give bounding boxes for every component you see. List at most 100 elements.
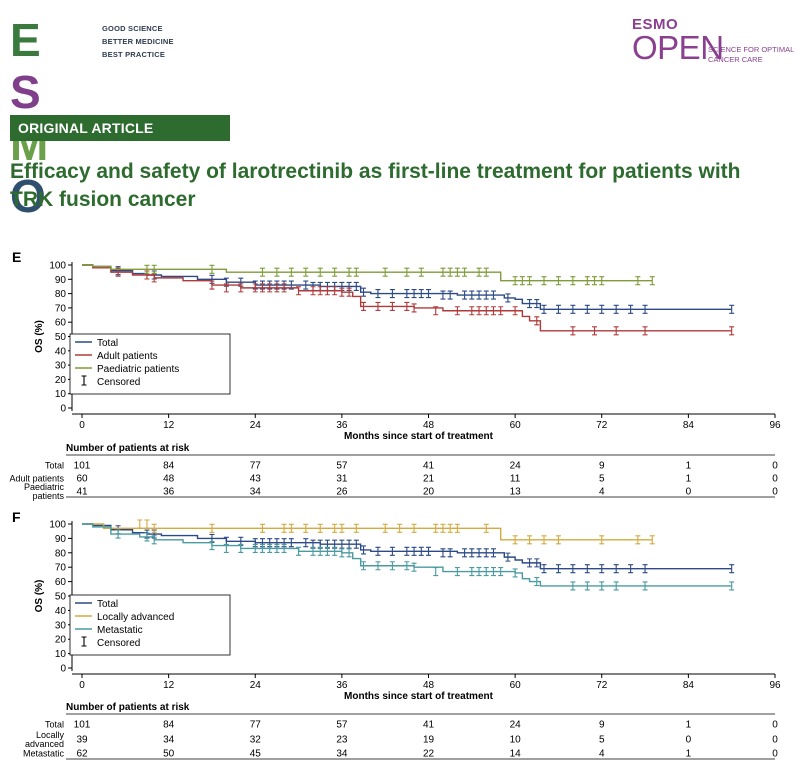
censor-mark bbox=[317, 281, 323, 291]
censor-mark bbox=[209, 533, 215, 543]
y-tick-label: 90 bbox=[55, 275, 67, 286]
censor-mark bbox=[267, 280, 273, 290]
legend-box bbox=[69, 594, 231, 656]
y-tick-label: 10 bbox=[55, 649, 67, 660]
censor-mark bbox=[267, 283, 273, 293]
censor-mark bbox=[599, 304, 605, 314]
risk-value: 26 bbox=[336, 487, 348, 498]
open-tagline-line: CANCER CARE bbox=[708, 55, 763, 64]
risk-value: 62 bbox=[76, 749, 88, 760]
censor-mark bbox=[404, 301, 410, 312]
risk-value: 9 bbox=[599, 461, 605, 472]
y-tick-label: 70 bbox=[55, 563, 67, 574]
risk-value: 57 bbox=[336, 461, 348, 472]
censor-mark bbox=[115, 529, 121, 539]
censor-mark bbox=[476, 267, 482, 277]
censor-mark bbox=[555, 276, 561, 286]
censor-mark bbox=[223, 536, 229, 546]
x-tick-label: 48 bbox=[423, 420, 435, 431]
risk-row-label-part: advanced bbox=[25, 739, 64, 749]
censor-mark bbox=[361, 561, 367, 571]
censor-mark bbox=[729, 581, 735, 591]
censor-mark bbox=[613, 581, 619, 591]
censor-mark bbox=[483, 548, 489, 558]
censor-mark bbox=[411, 289, 417, 299]
censor-mark bbox=[649, 535, 655, 545]
risk-value: 39 bbox=[76, 735, 88, 746]
censor-mark bbox=[317, 523, 323, 533]
censor-mark bbox=[281, 538, 287, 548]
censor-mark bbox=[490, 290, 496, 300]
risk-value: 0 bbox=[772, 474, 778, 485]
y-tick-label: 90 bbox=[55, 534, 67, 545]
risk-value: 0 bbox=[686, 487, 692, 498]
censor-mark bbox=[613, 326, 619, 336]
censor-mark bbox=[375, 301, 381, 312]
censor-mark bbox=[584, 581, 590, 591]
censor-mark bbox=[223, 543, 229, 554]
censor-mark bbox=[281, 283, 287, 293]
censor-mark bbox=[527, 558, 533, 568]
censor-mark bbox=[527, 276, 533, 286]
censor-mark bbox=[541, 304, 547, 314]
x-tick-label: 96 bbox=[769, 680, 781, 691]
censor-mark bbox=[324, 286, 330, 296]
risk-table-title: Number of patients at risk bbox=[66, 702, 190, 713]
y-tick-label: 80 bbox=[55, 289, 67, 300]
y-axis-label: OS (%) bbox=[34, 320, 45, 353]
censor-mark bbox=[281, 523, 287, 533]
censor-mark bbox=[144, 529, 150, 539]
x-tick-label: 0 bbox=[79, 420, 85, 431]
censor-mark bbox=[512, 306, 518, 316]
legend-censor-symbol bbox=[81, 636, 87, 647]
x-tick-label: 12 bbox=[163, 680, 175, 691]
censor-mark bbox=[324, 281, 330, 291]
censor-mark bbox=[332, 267, 338, 277]
panel-label: E bbox=[12, 249, 21, 265]
censor-mark bbox=[303, 267, 309, 277]
censor-mark bbox=[361, 545, 367, 555]
censor-mark bbox=[317, 539, 323, 549]
censor-mark bbox=[483, 267, 489, 277]
risk-value: 0 bbox=[772, 749, 778, 760]
censor-mark bbox=[317, 267, 323, 277]
censor-mark bbox=[274, 283, 280, 293]
esmo-logo-letter: O bbox=[10, 170, 46, 222]
censor-mark bbox=[570, 326, 576, 336]
censor-mark bbox=[462, 548, 468, 558]
open-tagline-line: SCIENCE FOR OPTIMAL bbox=[708, 45, 795, 54]
censor-mark bbox=[339, 281, 345, 291]
x-axis-label: Months since start of treatment bbox=[344, 431, 494, 442]
censor-mark bbox=[404, 267, 410, 277]
risk-value: 0 bbox=[686, 735, 692, 746]
y-tick-label: 50 bbox=[55, 332, 67, 343]
censor-mark bbox=[440, 290, 446, 300]
censor-mark bbox=[440, 267, 446, 277]
censor-mark bbox=[642, 564, 648, 574]
censor-mark bbox=[346, 548, 352, 558]
risk-row-label: Total bbox=[45, 461, 64, 471]
censor-mark bbox=[418, 267, 424, 277]
risk-value: 13 bbox=[510, 487, 522, 498]
censor-mark bbox=[447, 290, 453, 300]
censor-mark bbox=[512, 568, 518, 578]
article-title-line: TRK fusion cancer bbox=[10, 188, 196, 211]
censor-mark bbox=[288, 280, 294, 290]
y-tick-label: 70 bbox=[55, 303, 67, 314]
x-axis-label: Months since start of treatment bbox=[344, 691, 494, 702]
censor-mark bbox=[209, 280, 215, 290]
risk-value: 5 bbox=[599, 735, 605, 746]
censor-mark bbox=[353, 523, 359, 533]
censor-mark bbox=[584, 564, 590, 574]
x-tick-label: 84 bbox=[683, 680, 695, 691]
censor-mark bbox=[259, 280, 265, 290]
censor-mark bbox=[599, 581, 605, 591]
censor-mark bbox=[209, 264, 215, 274]
x-tick-label: 60 bbox=[510, 680, 522, 691]
censor-mark bbox=[635, 276, 641, 286]
x-tick-label: 96 bbox=[769, 420, 781, 431]
legend-label: Metastatic bbox=[97, 625, 143, 636]
censor-mark bbox=[346, 281, 352, 291]
risk-value: 41 bbox=[423, 461, 435, 472]
censor-mark bbox=[426, 546, 431, 556]
